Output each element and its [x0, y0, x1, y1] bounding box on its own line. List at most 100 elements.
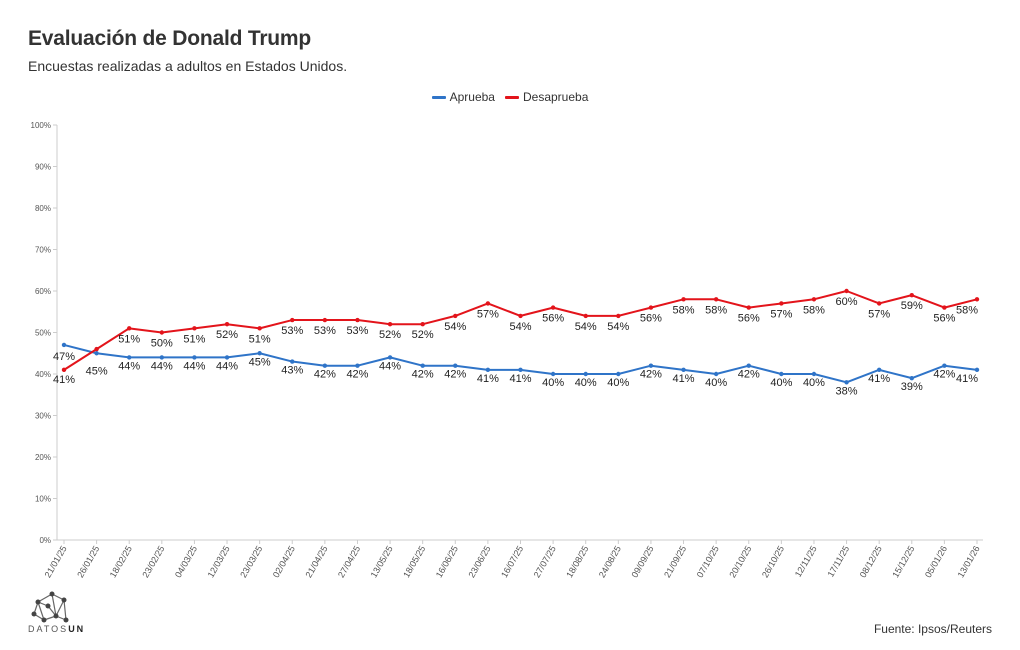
- data-point-desaprueba: [811, 297, 817, 302]
- data-label-aprueba: 39%: [901, 381, 923, 393]
- data-point-aprueba: [94, 351, 99, 356]
- data-point-desaprueba: [387, 322, 393, 327]
- data-label-aprueba: 40%: [803, 377, 825, 389]
- data-label-desaprueba: 58%: [705, 304, 727, 316]
- x-tick-label: 21/04/25: [303, 544, 329, 579]
- data-label-desaprueba: 57%: [477, 308, 499, 320]
- data-label-aprueba: 41%: [477, 373, 499, 385]
- logo-wordmark: DATOSUN: [28, 624, 85, 634]
- y-tick-label: 10%: [35, 495, 51, 504]
- data-point-aprueba: [909, 375, 914, 381]
- data-point-aprueba: [224, 355, 230, 360]
- data-point-desaprueba: [746, 305, 751, 310]
- data-point-aprueba: [713, 371, 719, 377]
- data-point-desaprueba: [127, 326, 132, 331]
- data-label-aprueba: 41%: [673, 373, 695, 385]
- data-label-aprueba: 41%: [956, 373, 978, 385]
- y-tick-label: 0%: [39, 536, 51, 545]
- data-point-desaprueba: [844, 288, 849, 294]
- x-tick-label: 07/10/25: [695, 544, 721, 579]
- data-label-desaprueba: 52%: [412, 329, 434, 341]
- x-tick-label: 12/03/25: [206, 544, 232, 579]
- x-tick-label: 18/05/25: [401, 544, 427, 579]
- data-label-aprueba: 42%: [640, 369, 662, 381]
- legend-item-desaprueba[interactable]: Desaprueba: [504, 90, 588, 104]
- data-label-desaprueba: 60%: [836, 296, 858, 308]
- data-label-aprueba: 41%: [509, 373, 531, 385]
- data-label-aprueba: 38%: [836, 385, 858, 397]
- logo-prefix: DATOS: [28, 624, 69, 634]
- data-point-aprueba: [779, 371, 784, 377]
- data-point-desaprueba: [355, 317, 360, 323]
- data-point-desaprueba: [485, 301, 491, 306]
- data-label-aprueba: 44%: [118, 360, 140, 372]
- data-label-desaprueba: 53%: [314, 325, 336, 337]
- x-tick-label: 13/01/26: [956, 544, 982, 579]
- data-point-desaprueba: [453, 313, 458, 319]
- data-label-aprueba: 42%: [346, 369, 368, 381]
- x-tick-label: 23/03/25: [238, 544, 264, 579]
- x-tick-label: 26/01/25: [75, 544, 101, 579]
- data-label-aprueba: 42%: [314, 369, 336, 381]
- x-tick-label: 24/08/25: [597, 544, 623, 579]
- x-tick-label: 26/10/25: [760, 544, 786, 579]
- x-tick-label: 15/12/25: [890, 544, 916, 579]
- legend-swatch-desaprueba: [504, 95, 519, 99]
- y-tick-label: 60%: [35, 287, 51, 296]
- x-tick-label: 23/06/25: [466, 544, 492, 579]
- data-point-aprueba: [485, 367, 491, 373]
- data-point-desaprueba: [681, 297, 686, 302]
- data-point-desaprueba: [909, 292, 914, 298]
- data-label-aprueba: 40%: [607, 377, 629, 389]
- data-label-desaprueba: 56%: [640, 313, 662, 325]
- data-point-aprueba: [420, 363, 425, 368]
- x-tick-label: 16/06/25: [434, 544, 460, 579]
- y-tick-label: 20%: [35, 453, 51, 462]
- data-label-aprueba: 47%: [53, 351, 75, 363]
- data-point-aprueba: [811, 371, 817, 377]
- data-point-desaprueba: [518, 313, 523, 319]
- data-point-aprueba: [290, 359, 295, 364]
- data-label-desaprueba: 52%: [216, 329, 238, 341]
- data-label-desaprueba: 41%: [53, 374, 75, 386]
- source-note: Fuente: Ipsos/Reuters: [873, 622, 992, 636]
- data-label-aprueba: 40%: [542, 377, 564, 389]
- data-point-desaprueba: [616, 313, 621, 319]
- x-tick-label: 27/04/25: [336, 544, 362, 579]
- data-label-desaprueba: 51%: [183, 333, 205, 345]
- data-point-desaprueba: [974, 297, 980, 302]
- x-tick-label: 21/01/25: [43, 544, 69, 579]
- data-label-desaprueba: 53%: [281, 325, 303, 337]
- data-point-desaprueba: [290, 317, 295, 323]
- data-point-desaprueba: [876, 301, 882, 306]
- y-tick-label: 90%: [35, 163, 51, 172]
- x-tick-label: 09/09/25: [629, 544, 655, 579]
- logo-suffix: UN: [68, 624, 86, 634]
- data-label-desaprueba: 58%: [956, 304, 978, 316]
- legend-item-aprueba[interactable]: Aprueba: [431, 90, 495, 104]
- data-point-desaprueba: [94, 346, 99, 352]
- data-point-desaprueba: [942, 305, 947, 310]
- y-tick-label: 80%: [35, 204, 51, 213]
- data-label-desaprueba: 52%: [379, 329, 401, 341]
- x-tick-label: 23/02/25: [140, 544, 166, 579]
- data-point-aprueba: [550, 371, 556, 377]
- data-label-aprueba: 42%: [933, 369, 955, 381]
- data-label-aprueba: 40%: [705, 377, 727, 389]
- data-label-aprueba: 40%: [575, 377, 597, 389]
- data-label-desaprueba: 54%: [607, 321, 629, 333]
- data-label-desaprueba: 56%: [738, 313, 760, 325]
- data-point-desaprueba: [61, 367, 67, 373]
- y-tick-label: 30%: [35, 412, 51, 421]
- data-label-aprueba: 44%: [151, 360, 173, 372]
- data-point-desaprueba: [192, 326, 197, 331]
- data-point-desaprueba: [159, 330, 165, 335]
- data-point-desaprueba: [224, 322, 230, 327]
- x-tick-label: 12/11/25: [793, 544, 819, 579]
- data-label-desaprueba: 50%: [151, 338, 173, 350]
- data-label-aprueba: 44%: [216, 360, 238, 372]
- data-point-desaprueba: [257, 326, 262, 331]
- y-tick-label: 50%: [35, 329, 51, 338]
- data-label-desaprueba: 57%: [868, 308, 890, 320]
- data-label-aprueba: 45%: [86, 365, 108, 377]
